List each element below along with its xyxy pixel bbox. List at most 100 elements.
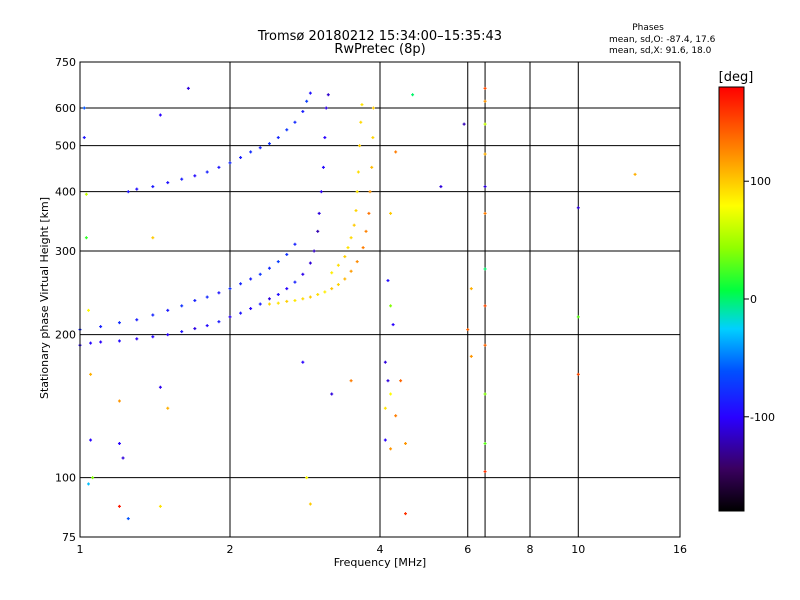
data-point <box>483 185 487 189</box>
data-point <box>469 354 473 358</box>
data-point <box>249 277 253 281</box>
data-point <box>352 223 356 227</box>
data-point <box>358 144 362 148</box>
data-point <box>356 170 360 174</box>
data-point <box>86 308 90 312</box>
data-point <box>483 211 487 215</box>
data-point <box>360 103 364 107</box>
data-point <box>324 106 328 110</box>
data-point <box>166 308 170 312</box>
data-point <box>349 236 353 240</box>
data-point <box>135 337 139 341</box>
data-point <box>180 330 184 334</box>
data-point <box>135 318 139 322</box>
data-point <box>180 177 184 181</box>
data-point <box>293 242 297 246</box>
data-point <box>386 379 390 383</box>
data-point <box>193 299 197 303</box>
data-point <box>336 263 340 267</box>
data-point <box>151 335 155 339</box>
data-point <box>293 120 297 124</box>
data-point <box>389 447 393 451</box>
data-point <box>403 512 407 516</box>
y-tick-label: 600 <box>55 102 76 115</box>
data-point <box>323 290 327 294</box>
data-point <box>276 136 280 140</box>
data-point <box>89 341 93 345</box>
data-point <box>82 136 86 140</box>
data-point <box>483 470 487 474</box>
data-point <box>267 266 271 270</box>
data-point <box>466 328 470 332</box>
data-point <box>371 136 375 140</box>
data-point <box>166 406 170 410</box>
x-tick-label: 4 <box>377 543 384 556</box>
data-point <box>383 438 387 442</box>
data-point <box>99 325 103 329</box>
y-tick-label: 750 <box>55 56 76 69</box>
data-point <box>330 392 334 396</box>
data-point <box>321 165 325 169</box>
data-point <box>285 252 289 256</box>
data-point <box>483 99 487 103</box>
data-point <box>469 287 473 291</box>
colorbar-ticks: 100 0 -100 <box>744 175 775 424</box>
data-point <box>117 399 121 403</box>
data-point <box>364 229 368 233</box>
data-point <box>301 360 305 364</box>
x-axis-label: Frequency [MHz] <box>334 556 426 569</box>
data-point <box>117 321 121 325</box>
data-point <box>151 313 155 317</box>
y-axis-label: Stationary phase Virtual Height [km] <box>38 197 51 399</box>
data-point <box>301 272 305 276</box>
data-point <box>217 320 221 324</box>
colorbar-tick-label: -100 <box>750 411 775 424</box>
data-point <box>84 192 88 196</box>
data-point <box>249 307 253 311</box>
data-point <box>126 190 130 194</box>
data-point <box>121 456 125 460</box>
data-point <box>276 260 280 264</box>
data-point <box>308 295 312 299</box>
grid <box>80 62 680 537</box>
data-point <box>217 165 221 169</box>
data-point <box>483 122 487 126</box>
data-point <box>267 302 271 306</box>
data-point <box>389 392 393 396</box>
data-point <box>151 236 155 240</box>
data-point <box>158 504 162 508</box>
data-point <box>383 406 387 410</box>
x-tick-label: 8 <box>527 543 534 556</box>
data-point <box>343 255 347 259</box>
data-point <box>368 190 372 194</box>
data-point <box>267 297 271 301</box>
data-point <box>330 271 334 275</box>
data-point <box>308 261 312 265</box>
data-point <box>99 340 103 344</box>
chart-subtitle: RwPretec (8p) <box>334 42 425 57</box>
data-point <box>91 476 95 480</box>
data-point <box>354 209 358 213</box>
data-point <box>205 295 209 299</box>
data-point <box>186 86 190 90</box>
data-point <box>193 327 197 331</box>
data-point <box>359 120 363 124</box>
data-point <box>258 146 262 150</box>
data-point <box>633 172 637 176</box>
data-point <box>483 86 487 90</box>
data-point <box>158 385 162 389</box>
data-point <box>89 438 93 442</box>
data-point <box>394 414 398 418</box>
data-point <box>336 283 340 287</box>
x-tick-label: 2 <box>227 543 234 556</box>
data-point <box>276 301 280 305</box>
data-point <box>267 142 271 146</box>
x-tick-label: 16 <box>673 543 687 556</box>
data-point <box>305 99 309 103</box>
data-point <box>117 339 121 343</box>
data-point <box>258 302 262 306</box>
data-point <box>293 299 297 303</box>
data-point <box>249 150 253 154</box>
y-tick-label: 200 <box>55 329 76 342</box>
